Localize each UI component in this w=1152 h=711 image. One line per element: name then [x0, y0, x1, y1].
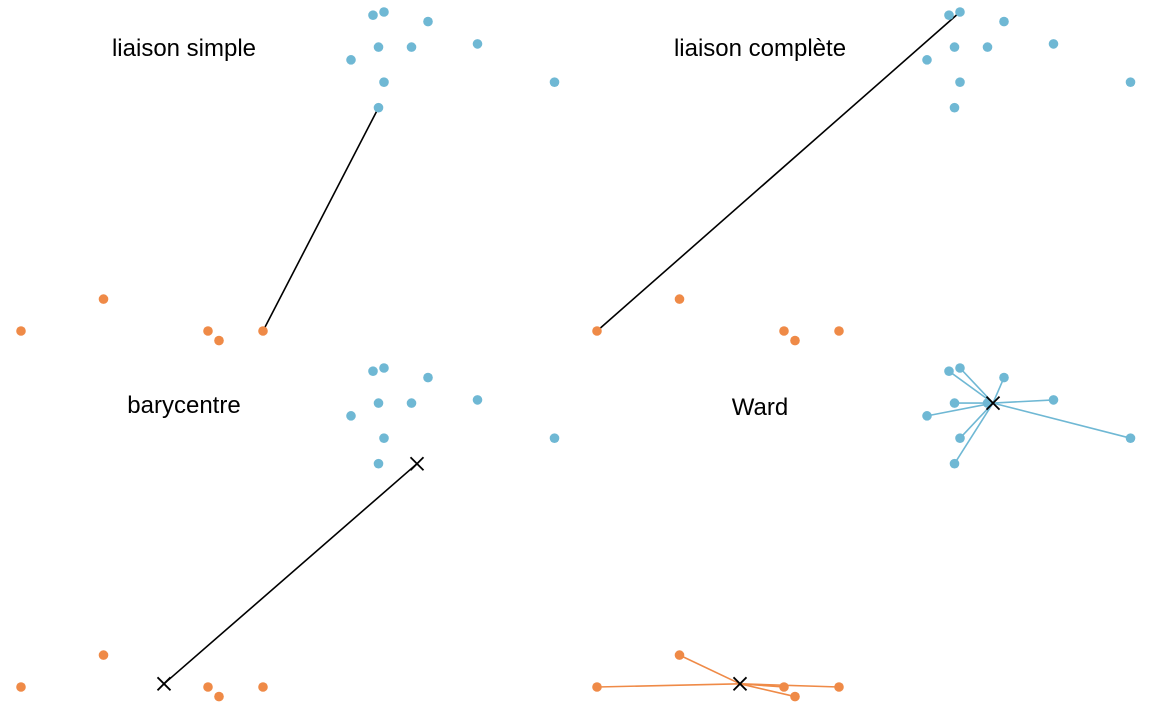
data-point	[955, 433, 965, 443]
data-point	[674, 294, 685, 304]
centroid-stroke	[732, 676, 748, 691]
panel-marks	[592, 7, 1136, 346]
data-point	[423, 372, 433, 383]
centroid-stroke	[156, 676, 172, 691]
linkage-line	[163, 463, 418, 685]
data-point	[98, 650, 109, 660]
data-point	[1048, 39, 1059, 49]
spoke-line	[948, 370, 994, 404]
data-point	[379, 77, 389, 87]
spoke-line	[992, 402, 1131, 439]
data-point	[944, 10, 954, 20]
panel-barycentre: barycentre	[16, 363, 560, 702]
spoke-line	[926, 402, 994, 417]
data-point	[834, 326, 844, 336]
data-point	[373, 102, 384, 113]
panel-title: liaison simple	[112, 35, 256, 62]
data-point	[790, 691, 800, 702]
linkage-line	[262, 107, 380, 332]
centroid-marker	[732, 676, 748, 691]
data-point	[16, 682, 26, 692]
data-point	[982, 42, 993, 52]
data-point	[999, 372, 1009, 383]
data-point	[379, 363, 389, 373]
data-point	[472, 39, 483, 49]
data-point	[368, 366, 378, 376]
spoke-line	[992, 399, 1054, 404]
data-point	[1125, 433, 1136, 443]
data-point	[406, 42, 417, 52]
data-point	[368, 10, 378, 20]
data-point	[592, 326, 602, 336]
spoke-line	[953, 402, 994, 465]
data-point	[379, 7, 389, 17]
data-point	[922, 411, 932, 421]
spoke-line	[596, 683, 741, 688]
centroid-marker	[409, 456, 425, 471]
data-point	[549, 77, 560, 87]
data-point	[346, 55, 356, 65]
data-point	[779, 326, 789, 336]
data-point	[592, 682, 602, 692]
panel-title: liaison complète	[674, 35, 846, 62]
data-point	[16, 326, 26, 336]
data-point	[999, 16, 1009, 27]
panel-ward: Ward	[592, 363, 1136, 702]
centroid-marker	[985, 395, 1001, 411]
data-point	[1125, 77, 1136, 87]
data-point	[674, 650, 685, 660]
data-point	[379, 433, 389, 443]
data-point	[949, 458, 960, 469]
data-point	[406, 398, 417, 408]
data-point	[922, 55, 932, 65]
data-point	[203, 326, 213, 336]
data-point	[790, 335, 800, 346]
data-point	[98, 294, 109, 304]
data-point	[1048, 395, 1059, 405]
data-point	[549, 433, 560, 443]
data-point	[949, 102, 960, 113]
data-point	[423, 16, 433, 27]
data-point	[472, 395, 483, 405]
data-point	[214, 691, 224, 702]
spoke-line	[679, 654, 741, 685]
data-point	[258, 326, 268, 336]
panel-marks	[592, 363, 1136, 702]
panel-title: barycentre	[127, 392, 240, 419]
panel-liaison-complete: liaison complète	[592, 7, 1136, 346]
linkage-line	[596, 11, 961, 332]
centroid-stroke	[409, 456, 425, 471]
data-point	[834, 682, 844, 692]
panel-title: Ward	[732, 394, 788, 421]
centroid-marker	[156, 676, 172, 691]
data-point	[779, 682, 789, 692]
data-point	[214, 335, 224, 346]
data-point	[258, 682, 268, 692]
data-point	[373, 458, 384, 469]
data-point	[944, 366, 954, 376]
data-point	[949, 398, 960, 408]
panel-liaison-simple: liaison simple	[16, 7, 560, 346]
data-point	[373, 42, 384, 52]
data-point	[955, 7, 965, 17]
data-point	[346, 411, 356, 421]
data-point	[373, 398, 384, 408]
spoke-line	[739, 683, 840, 688]
panel-marks	[16, 363, 560, 702]
data-point	[955, 77, 965, 87]
spoke-line	[739, 683, 796, 698]
panel-marks	[16, 7, 560, 346]
data-point	[955, 363, 965, 373]
data-point	[949, 42, 960, 52]
data-point	[203, 682, 213, 692]
centroid-stroke	[985, 395, 1001, 411]
